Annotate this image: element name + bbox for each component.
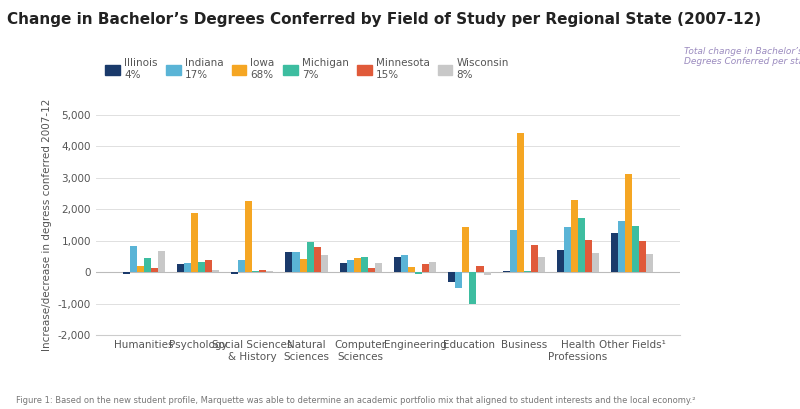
Bar bbox=[578, 218, 585, 272]
Bar bbox=[375, 263, 382, 272]
Bar bbox=[314, 247, 321, 272]
Bar bbox=[246, 201, 252, 272]
Bar bbox=[238, 260, 246, 272]
Bar bbox=[422, 264, 430, 272]
Bar bbox=[538, 257, 545, 272]
Bar bbox=[299, 259, 306, 272]
Bar bbox=[585, 240, 592, 272]
Bar bbox=[611, 233, 618, 272]
Bar bbox=[626, 175, 632, 272]
Bar bbox=[462, 227, 470, 272]
Bar bbox=[346, 260, 354, 272]
Bar bbox=[191, 213, 198, 272]
Bar bbox=[231, 272, 238, 274]
Bar bbox=[177, 264, 184, 272]
Bar bbox=[530, 245, 538, 272]
Bar bbox=[368, 268, 375, 272]
Bar bbox=[408, 267, 415, 272]
Bar bbox=[158, 252, 165, 272]
Bar bbox=[321, 255, 328, 272]
Text: Total change in Bachelor’s
Degrees Conferred per state: Total change in Bachelor’s Degrees Confe… bbox=[684, 47, 800, 66]
Bar bbox=[130, 246, 137, 272]
Bar bbox=[144, 258, 150, 272]
Bar bbox=[394, 257, 401, 272]
Bar bbox=[354, 258, 361, 272]
Bar bbox=[455, 272, 462, 288]
Bar bbox=[502, 271, 510, 272]
Text: Change in Bachelor’s Degrees Conferred by Field of Study per Regional State (200: Change in Bachelor’s Degrees Conferred b… bbox=[7, 12, 761, 27]
Bar bbox=[184, 263, 191, 272]
Bar bbox=[510, 230, 517, 272]
Bar bbox=[286, 252, 293, 272]
Bar bbox=[259, 270, 266, 272]
Legend: Illinois
4%, Indiana
17%, Iowa
68%, Michigan
7%, Minnesota
15%, Wisconsin
8%: Illinois 4%, Indiana 17%, Iowa 68%, Mich… bbox=[102, 54, 514, 84]
Text: Figure 1: Based on the new student profile, Marquette was able to determine an a: Figure 1: Based on the new student profi… bbox=[16, 396, 695, 405]
Bar bbox=[401, 255, 408, 272]
Bar bbox=[266, 271, 274, 272]
Bar bbox=[415, 272, 422, 274]
Bar bbox=[430, 262, 436, 272]
Bar bbox=[618, 221, 626, 272]
Bar bbox=[198, 263, 205, 272]
Bar bbox=[483, 272, 490, 275]
Bar bbox=[571, 200, 578, 272]
Bar bbox=[632, 226, 639, 272]
Bar bbox=[306, 242, 314, 272]
Bar bbox=[150, 268, 158, 272]
Bar bbox=[212, 270, 219, 272]
Bar bbox=[639, 241, 646, 272]
Bar bbox=[557, 250, 564, 272]
Bar bbox=[517, 133, 524, 272]
Bar bbox=[340, 263, 346, 272]
Bar bbox=[205, 260, 212, 272]
Bar bbox=[564, 227, 571, 272]
Bar bbox=[293, 252, 299, 272]
Bar bbox=[470, 272, 477, 304]
Bar bbox=[477, 266, 483, 272]
Bar bbox=[122, 272, 130, 274]
Bar bbox=[592, 253, 599, 272]
Bar bbox=[361, 257, 368, 272]
Bar bbox=[646, 254, 654, 272]
Bar bbox=[448, 272, 455, 282]
Y-axis label: Increase/decrease in degress conferred 2007-12: Increase/decrease in degress conferred 2… bbox=[42, 99, 52, 351]
Bar bbox=[252, 271, 259, 272]
Bar bbox=[137, 266, 144, 272]
Bar bbox=[524, 271, 530, 272]
